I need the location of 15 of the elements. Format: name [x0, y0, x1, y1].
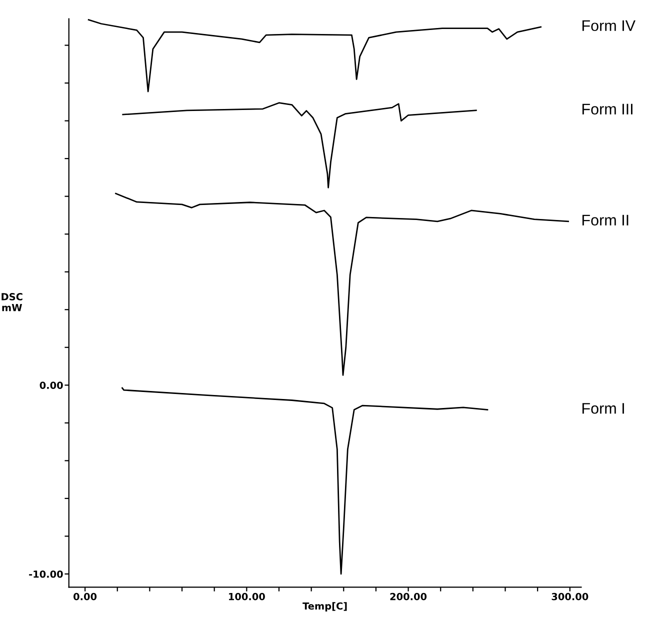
- text: Form IV: [582, 20, 636, 32]
- series-label: Form II: [582, 214, 628, 226]
- x-axis-title: Temp[C]: [302, 602, 347, 612]
- text: Form I: [582, 403, 624, 414]
- x-tick-label: 300.00: [552, 592, 588, 600]
- x-tick-label: 200.00: [390, 592, 427, 600]
- y-tick-label: -10.00: [29, 570, 63, 578]
- line-series: [122, 102, 477, 188]
- line-series: [115, 192, 569, 376]
- x-tick-label: 0.00: [74, 592, 97, 600]
- y-axis-title: DSC mW: [2, 293, 22, 312]
- text: Form III: [582, 104, 632, 115]
- line-series: [122, 387, 488, 575]
- line-series: [88, 19, 542, 92]
- x-tick-label: 100.00: [229, 592, 265, 600]
